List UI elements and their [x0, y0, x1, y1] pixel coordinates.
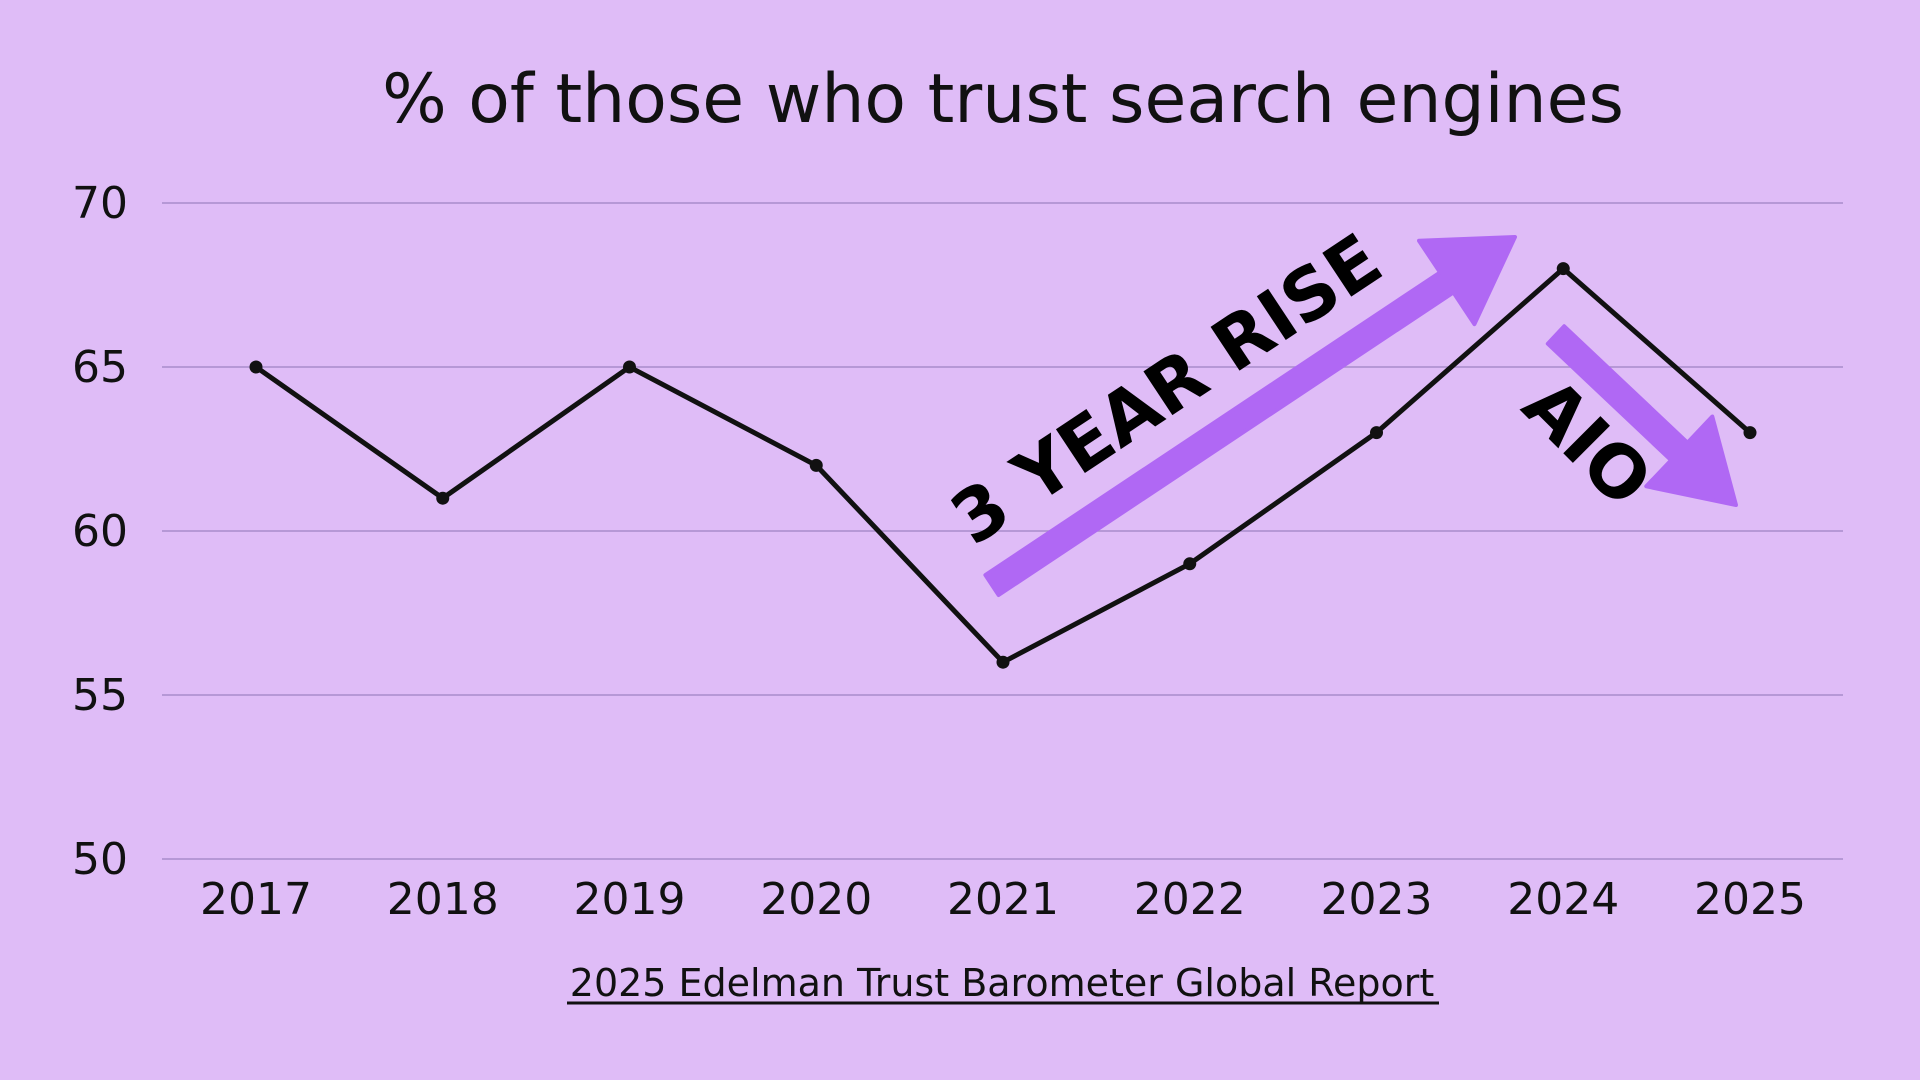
data-point-2022 [1183, 557, 1197, 571]
x-tick-label: 2024 [1507, 874, 1619, 925]
y-tick-label: 70 [72, 178, 128, 229]
data-point-2020 [809, 458, 823, 472]
x-tick-label: 2025 [1694, 874, 1806, 925]
x-tick-label: 2017 [200, 874, 312, 925]
data-point-2019 [623, 360, 636, 374]
x-tick-label: 2019 [574, 874, 686, 925]
aio-annotation-label: AIO [1507, 362, 1668, 523]
x-tick-label: 2022 [1134, 874, 1246, 925]
x-tick-label: 2021 [947, 874, 1059, 925]
y-axis-ticks: 50 55 60 65 70 [72, 178, 128, 885]
data-point-2024 [1556, 262, 1570, 276]
source-label: 2025 Edelman Trust Barometer Global Repo… [570, 961, 1434, 1005]
x-axis-ticks: 2017 2018 2019 2020 2021 2022 2023 2024 2025 [200, 874, 1806, 925]
aio-annotation: AIO [1507, 324, 1738, 523]
y-tick-label: 55 [72, 670, 128, 721]
x-tick-label: 2023 [1321, 874, 1433, 925]
x-tick-label: 2018 [387, 874, 499, 925]
data-point-2018 [436, 491, 450, 505]
rise-arrow-icon [983, 235, 1517, 597]
gridlines [162, 202, 1843, 860]
data-point-2025 [1743, 426, 1757, 440]
aio-arrow-icon [1545, 324, 1738, 507]
data-point-2017 [249, 360, 263, 374]
series-trust [249, 262, 1757, 669]
y-tick-label: 60 [72, 506, 128, 557]
rise-annotation-label: 3 YEAR RISE [936, 217, 1396, 561]
data-point-2021 [996, 655, 1010, 669]
data-point-2023 [1370, 426, 1383, 440]
y-tick-label: 65 [72, 342, 128, 393]
y-tick-label: 50 [72, 834, 128, 885]
x-tick-label: 2020 [760, 874, 872, 925]
chart-title: % of those who trust search engines [382, 60, 1624, 139]
